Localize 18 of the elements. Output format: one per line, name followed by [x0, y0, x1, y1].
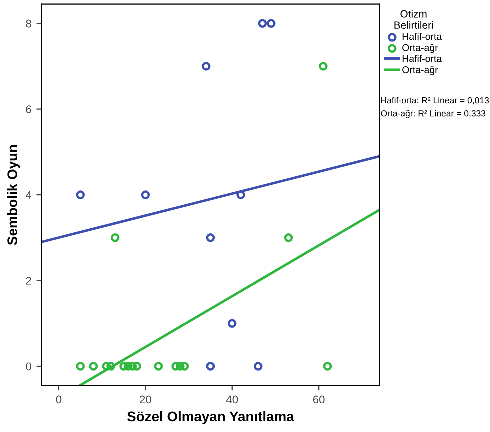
y-tick-label: 2	[26, 277, 32, 285]
x-axis-title: Sözel Olmayan Yanıtlama	[127, 411, 294, 424]
text: Hafif-orta: R² Linear = 0,013	[381, 97, 490, 105]
x-tick-label: 20	[140, 396, 152, 404]
x-tick-label: 40	[226, 396, 238, 404]
legend-label: Hafif-orta	[402, 33, 442, 40]
text: Orta-ağr: R² Linear = 0,333	[381, 110, 486, 118]
legend-title: Otizm Belirtileri	[394, 10, 434, 30]
legend-label: Orta-ağr	[402, 66, 438, 76]
x-tick-label: 60	[313, 396, 325, 404]
y-tick-label: 0	[26, 362, 32, 371]
y-tick-label: 6	[26, 106, 32, 114]
legend-label: Orta-ağr	[402, 44, 438, 54]
y-tick-label: 8	[26, 20, 32, 28]
y-tick-label: 4	[26, 191, 32, 200]
x-tick-label: 0	[56, 396, 62, 404]
y-axis-title: Sembolik Oyun	[7, 145, 20, 246]
legend-label: Hafif-orta	[402, 55, 442, 62]
